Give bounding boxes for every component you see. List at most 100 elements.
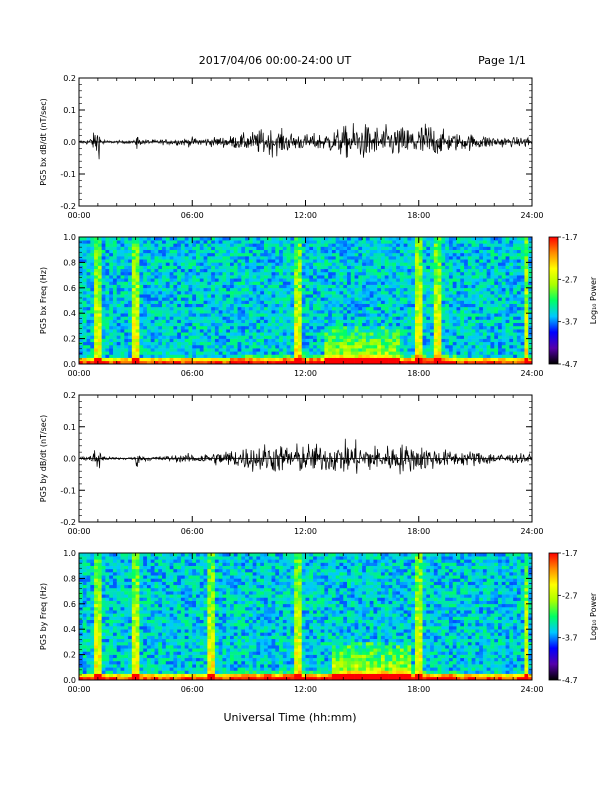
- bx-spectrogram-cell: [335, 341, 340, 346]
- bx-spectrogram-cell: [528, 332, 533, 336]
- bx-spectrogram-cell: [237, 354, 242, 358]
- bx-spectrogram-cell: [188, 290, 193, 295]
- bx-spectrogram-cell: [381, 329, 386, 333]
- bx-spectrogram-cell: [520, 303, 525, 308]
- bx-spectrogram-cell: [226, 249, 231, 254]
- bx-spectrogram-cell: [131, 281, 136, 285]
- bx-spectrogram-cell: [479, 243, 484, 247]
- bx-spectrogram-cell: [207, 297, 212, 301]
- bx-spectrogram-cell: [263, 252, 269, 257]
- bx-spectrogram-cell: [116, 360, 121, 365]
- bx-spectrogram-cell: [335, 303, 340, 308]
- bx-spectrogram-cell: [90, 316, 95, 320]
- bx-spectrogram-cell: [301, 278, 306, 282]
- bx-spectrogram-cell: [433, 316, 438, 320]
- bx-spectrogram-cell: [354, 275, 359, 279]
- bx-spectrogram-cell: [392, 290, 397, 295]
- bx-spectrogram-cell: [199, 332, 204, 336]
- bx-spectrogram-cell: [358, 237, 363, 241]
- bx-spectrogram-cell: [135, 348, 140, 352]
- bx-spectrogram-cell: [260, 259, 265, 263]
- bx-spectrogram-cell: [388, 357, 393, 362]
- bx-spectrogram-cell: [418, 335, 423, 339]
- bx-spectrogram-cell: [207, 332, 212, 336]
- bx-spectrogram-cell: [396, 290, 401, 295]
- bx-spectrogram-cell: [373, 265, 378, 270]
- bx-spectrogram-cell: [513, 313, 518, 317]
- bx-spectrogram-cell: [482, 341, 488, 346]
- bx-spectrogram-cell: [260, 252, 265, 257]
- bx-spectrogram-cell: [464, 268, 469, 273]
- bx-spectrogram-cell: [392, 306, 397, 311]
- bx-spectrogram-cell: [226, 281, 231, 285]
- bx-spectrogram-cell: [101, 268, 106, 273]
- bx-spectrogram-cell: [199, 316, 204, 320]
- bx-spectrogram-cell: [286, 278, 291, 282]
- bx-spectrogram-cell: [328, 271, 333, 276]
- bx-spectrogram-cell: [452, 243, 457, 247]
- bx-spectrogram-cell: [263, 357, 269, 362]
- bx-spectrogram-cell: [131, 319, 136, 324]
- bx-spectrogram-cell: [524, 344, 529, 349]
- bx-waveform-x-tick-label: 06:00: [181, 211, 204, 220]
- bx-spectrogram-cell: [396, 237, 401, 241]
- bx-spectrogram-cell: [316, 265, 321, 270]
- bx-spectrogram-cell: [505, 322, 510, 327]
- bx-spectrogram-cell: [433, 262, 438, 266]
- bx-spectrogram-cell: [290, 335, 295, 339]
- bx-spectrogram-cell: [396, 275, 401, 279]
- bx-spectrogram-cell: [479, 354, 484, 358]
- bx-spectrogram-cell: [211, 335, 216, 339]
- bx-spectrogram-cell: [381, 287, 386, 292]
- bx-spectrogram-cell: [320, 319, 325, 324]
- bx-spectrogram-cell: [305, 259, 310, 263]
- bx-spectrogram-cell: [184, 249, 189, 254]
- bx-spectrogram-cell: [369, 335, 374, 339]
- bx-spectrogram-cell: [154, 335, 159, 339]
- bx-spectrogram-cell: [180, 351, 186, 355]
- bx-spectrogram-cell: [214, 294, 219, 298]
- bx-spectrogram-cell: [305, 310, 310, 314]
- bx-spectrogram-cell: [199, 281, 204, 285]
- bx-spectrogram-cell: [486, 237, 491, 241]
- bx-spectrogram-cell: [373, 354, 378, 358]
- bx-spectrogram-cell: [377, 332, 382, 336]
- bx-spectrogram-cell: [426, 329, 431, 333]
- bx-spectrogram-cell: [354, 351, 359, 355]
- bx-spectrogram-cell: [143, 306, 148, 311]
- bx-spectrogram-cell: [471, 357, 476, 362]
- bx-spectrogram-cell: [498, 268, 503, 273]
- bx-spectrogram-cell: [343, 294, 348, 298]
- bx-spectrogram-cell: [165, 303, 170, 308]
- bx-spectrogram-cell: [180, 278, 186, 282]
- bx-spectrogram-cell: [384, 332, 389, 336]
- bx-spectrogram-cell: [520, 268, 525, 273]
- bx-spectrogram-cell: [184, 322, 189, 327]
- bx-spectrogram-cell: [448, 240, 454, 244]
- bx-spectrogram-cell: [505, 325, 510, 330]
- bx-spectrogram-cell: [294, 313, 299, 317]
- bx-spectrogram-cell: [343, 310, 348, 314]
- bx-spectrogram-cell: [313, 348, 318, 352]
- bx-spectrogram-cell: [158, 281, 163, 285]
- bx-spectrogram-cell: [358, 316, 363, 320]
- bx-spectrogram-cell: [301, 252, 306, 257]
- bx-spectrogram-cell: [464, 297, 469, 301]
- bx-spectrogram-cell: [297, 338, 303, 343]
- bx-spectrogram-cell: [501, 357, 506, 362]
- bx-spectrogram-cell: [426, 303, 431, 308]
- bx-spectrogram-cell: [128, 252, 133, 257]
- bx-spectrogram-cell: [188, 265, 193, 270]
- bx-spectrogram-cell: [354, 325, 359, 330]
- bx-spectrogram-cell: [358, 240, 363, 244]
- bx-spectrogram-cell: [501, 240, 506, 244]
- bx-spectrogram-cell: [82, 310, 87, 314]
- bx-spectrogram-cell: [94, 271, 99, 276]
- bx-spectrogram-cell: [377, 300, 382, 304]
- bx-spectrogram-cell: [513, 284, 518, 289]
- bx-spectrogram-cell: [448, 265, 454, 270]
- bx-spectrogram-cell: [279, 338, 284, 343]
- bx-spectrogram-cell: [309, 322, 314, 327]
- bx-spectrogram-cell: [479, 297, 484, 301]
- bx-spectrogram-cell: [418, 278, 423, 282]
